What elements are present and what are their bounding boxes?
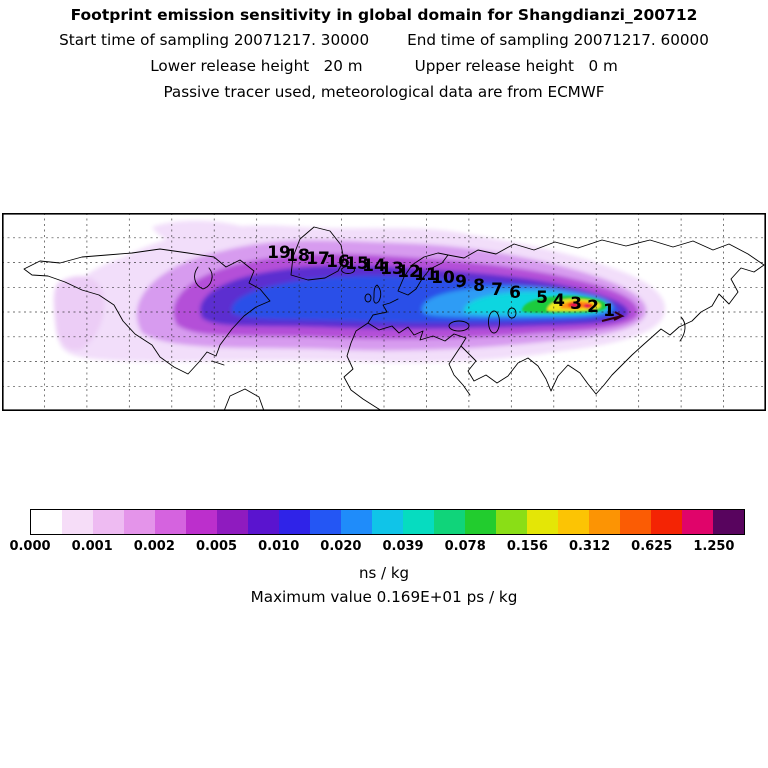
colorbar-cell	[496, 510, 527, 534]
colorbar-tick-label: 0.625	[631, 539, 673, 554]
max-value-label: Maximum value 0.169E+01 ps / kg	[250, 588, 518, 606]
trajectory-marker: 6	[509, 283, 521, 303]
emission-plume	[53, 220, 666, 363]
trajectory-marker: 16	[326, 252, 350, 272]
trajectory-marker: 8	[473, 276, 485, 296]
colorbar-tick-label: 0.010	[258, 539, 300, 554]
colorbar-cell	[341, 510, 372, 534]
page-title: Footprint emission sensitivity in global…	[70, 6, 698, 24]
colorbar-cell	[186, 510, 217, 534]
colorbar-ticks: 0.000 0.001 0.002 0.005 0.010 0.020 0.039 0.078…	[9, 539, 745, 556]
colorbar-tick-label: 0.005	[195, 539, 238, 554]
trajectory-marker: 19	[267, 243, 291, 263]
colorbar-tick-label: 0.002	[133, 539, 175, 554]
release-heights-line: Lower release height 20 m Upper release …	[0, 57, 768, 75]
colorbar	[30, 509, 745, 535]
sampling-times-line: Start time of sampling 20071217. 30000 E…	[0, 31, 768, 49]
world-map: 19 18 17 16 15 14 13 12 11 10 9 8 7 6 5 4 3 2 1	[2, 213, 766, 411]
colorbar-tick-label: 0.000	[9, 539, 51, 554]
colorbar-cell	[124, 510, 155, 534]
trajectory-marker: 10	[431, 268, 455, 288]
map-grid	[2, 213, 766, 411]
colorbar-cell	[713, 510, 744, 534]
trajectory-marker: 7	[491, 280, 503, 300]
colorbar-cell	[620, 510, 651, 534]
tracer-info-text: Passive tracer used, meteorological data…	[163, 83, 605, 101]
trajectory-marker: 2	[587, 297, 599, 317]
trajectory-marker: 17	[306, 249, 330, 269]
trajectory-marker: 3	[570, 294, 582, 314]
coastlines	[23, 226, 765, 411]
trajectory-marker: 11	[414, 265, 438, 285]
colorbar-cell	[310, 510, 341, 534]
colorbar-tick-label: 0.001	[71, 539, 113, 554]
station-arrow	[601, 311, 625, 322]
colorbar-cell	[434, 510, 465, 534]
colorbar-tick-label: 0.039	[382, 539, 424, 554]
colorbar-cell	[93, 510, 124, 534]
colorbar-cell	[527, 510, 558, 534]
map-frame	[2, 213, 766, 411]
trajectory-marker: 15	[345, 254, 369, 274]
colorbar-cell	[558, 510, 589, 534]
trajectory-marker: 13	[380, 259, 404, 279]
colorbar-tick-label: 0.156	[506, 539, 548, 554]
colorbar-cell	[682, 510, 713, 534]
colorbar-cell	[372, 510, 403, 534]
colorbar-cell	[217, 510, 248, 534]
sampling-start-text: Start time of sampling 20071217. 30000	[59, 31, 370, 49]
trajectory-marker: 4	[553, 291, 565, 311]
trajectory-marker: 14	[362, 256, 386, 276]
upper-release-text: Upper release height 0 m	[414, 57, 618, 75]
units-label: ns / kg	[358, 564, 410, 582]
trajectory-marker: 9	[455, 272, 467, 292]
colorbar-cell	[589, 510, 620, 534]
colorbar-tick-label: 1.250	[693, 539, 735, 554]
emission-plume-core	[522, 295, 607, 313]
trajectory-marker: 5	[536, 288, 548, 308]
colorbar-tick-label: 0.078	[444, 539, 486, 554]
colorbar-tick-label: 0.020	[320, 539, 362, 554]
colorbar-cell	[31, 510, 62, 534]
trajectory-marker: 18	[286, 246, 310, 266]
colorbar-cell	[62, 510, 93, 534]
trajectory-marker: 12	[397, 262, 421, 282]
colorbar-cell	[279, 510, 310, 534]
colorbar-cell	[465, 510, 496, 534]
colorbar-cell	[651, 510, 682, 534]
lower-release-text: Lower release height 20 m	[150, 57, 363, 75]
colorbar-tick-label: 0.312	[569, 539, 611, 554]
colorbar-cell	[248, 510, 279, 534]
colorbar-cell	[155, 510, 186, 534]
sampling-end-text: End time of sampling 20071217. 60000	[407, 31, 709, 49]
colorbar-cell	[403, 510, 434, 534]
trajectory-marker: 1	[603, 301, 615, 321]
